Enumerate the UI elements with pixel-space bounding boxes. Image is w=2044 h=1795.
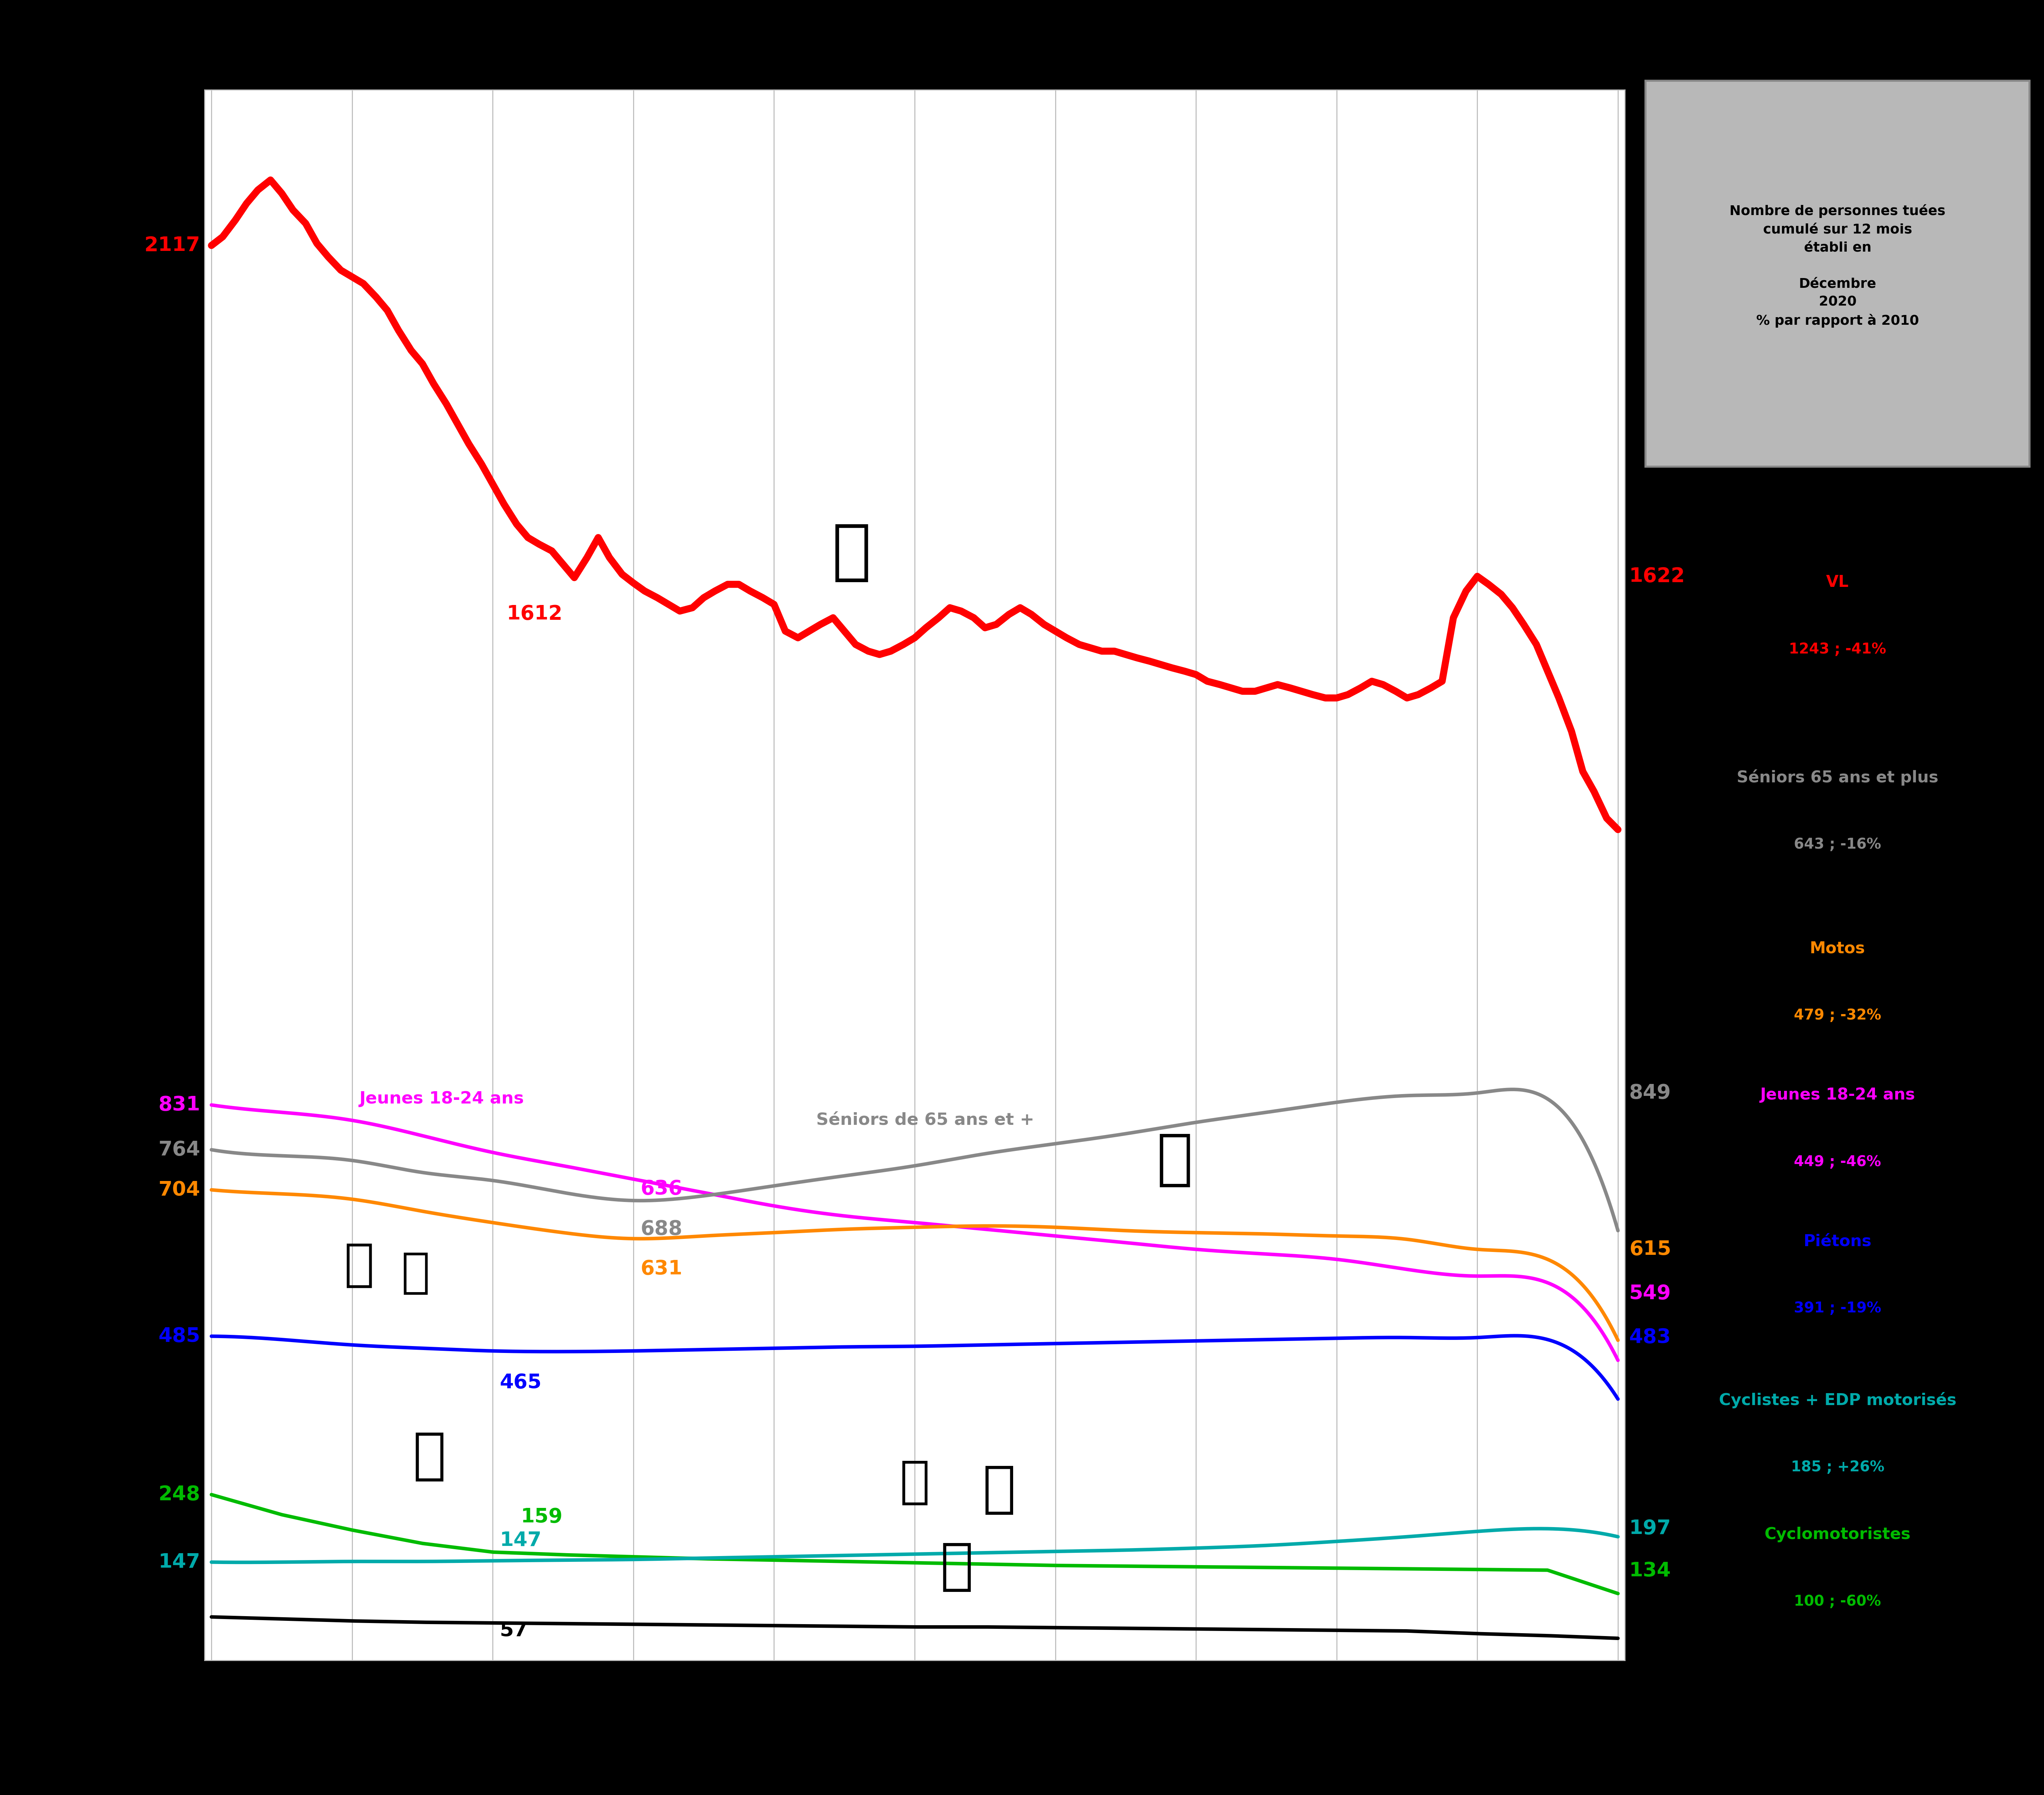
- Text: 549: 549: [1629, 1283, 1672, 1303]
- Text: 147: 147: [157, 1553, 200, 1572]
- Text: 643 ; -16%: 643 ; -16%: [1795, 838, 1880, 853]
- Text: Jeunes 18-24 ans: Jeunes 18-24 ans: [360, 1091, 523, 1108]
- Text: 57: 57: [501, 1621, 527, 1641]
- Text: Motos: Motos: [1809, 941, 1866, 957]
- Text: 449 ; -46%: 449 ; -46%: [1795, 1154, 1880, 1169]
- Text: 🚴: 🚴: [899, 1458, 930, 1506]
- Text: 831: 831: [157, 1095, 200, 1115]
- Text: 631: 631: [640, 1260, 683, 1278]
- Text: 764: 764: [157, 1140, 200, 1160]
- Text: 391 ; -19%: 391 ; -19%: [1795, 1301, 1880, 1316]
- Text: Piétons: Piétons: [1803, 1233, 1872, 1249]
- Text: 147: 147: [501, 1531, 542, 1551]
- Text: 849: 849: [1629, 1082, 1672, 1102]
- Text: 465: 465: [501, 1373, 542, 1393]
- Text: 100 ; -60%: 100 ; -60%: [1795, 1594, 1880, 1608]
- Text: 🏍: 🏍: [1157, 1131, 1194, 1190]
- Text: 159: 159: [521, 1508, 562, 1528]
- Text: 479 ; -32%: 479 ; -32%: [1795, 1009, 1880, 1023]
- Text: 🚗: 🚗: [832, 521, 871, 585]
- Text: 1243 ; -41%: 1243 ; -41%: [1788, 643, 1887, 657]
- Text: 65: 65: [172, 1607, 200, 1626]
- Text: 197: 197: [1629, 1519, 1672, 1538]
- Text: 1622: 1622: [1629, 567, 1684, 587]
- Text: 483: 483: [1629, 1328, 1672, 1348]
- Text: 🚲: 🚲: [983, 1463, 1016, 1517]
- Text: 134: 134: [1629, 1562, 1672, 1581]
- Text: 636: 636: [640, 1179, 683, 1199]
- Text: 🚵: 🚵: [413, 1429, 446, 1483]
- Text: Séniors 65 ans et plus: Séniors 65 ans et plus: [1737, 770, 1938, 786]
- Text: 688: 688: [640, 1219, 683, 1239]
- Text: Usagers PL: Usagers PL: [1786, 1648, 1889, 1664]
- Text: 615: 615: [1629, 1240, 1672, 1258]
- Text: Séniors de 65 ans et +: Séniors de 65 ans et +: [816, 1113, 1034, 1129]
- Text: 485: 485: [157, 1327, 200, 1346]
- Text: Cyclomotoristes: Cyclomotoristes: [1764, 1526, 1911, 1542]
- FancyBboxPatch shape: [1645, 81, 2030, 467]
- Text: Nombre de personnes tuées
cumulé sur 12 mois
établi en

Décembre
2020
% par rapp: Nombre de personnes tuées cumulé sur 12 …: [1729, 205, 1946, 328]
- Text: VL: VL: [1825, 574, 1850, 591]
- Text: 704: 704: [157, 1179, 200, 1199]
- Text: 248: 248: [157, 1484, 200, 1504]
- Text: Cyclistes + EDP motorisés: Cyclistes + EDP motorisés: [1719, 1391, 1956, 1409]
- Text: 185 ; +26%: 185 ; +26%: [1791, 1459, 1885, 1474]
- Text: 33 ; -49%: 33 ; -49%: [1799, 1716, 1876, 1730]
- Text: 2117: 2117: [145, 235, 200, 255]
- Text: 🛴: 🛴: [401, 1249, 429, 1296]
- Text: 🚶: 🚶: [343, 1240, 374, 1289]
- Text: 1612: 1612: [507, 605, 562, 625]
- Text: Jeunes 18-24 ans: Jeunes 18-24 ans: [1760, 1088, 1915, 1102]
- Text: 🚛: 🚛: [940, 1540, 973, 1594]
- Text: 36: 36: [1629, 1626, 1658, 1646]
